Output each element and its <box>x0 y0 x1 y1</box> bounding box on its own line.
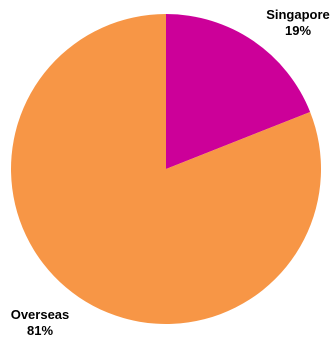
slice-percent-singapore: 19% <box>285 23 311 38</box>
slice-percent-overseas: 81% <box>27 323 53 338</box>
pie-slice-overseas <box>11 14 322 324</box>
pie-slices <box>11 14 322 324</box>
pie-slice-singapore <box>166 14 311 169</box>
slice-label-overseas: Overseas <box>11 307 70 322</box>
slice-label-singapore: Singapore <box>266 7 330 22</box>
